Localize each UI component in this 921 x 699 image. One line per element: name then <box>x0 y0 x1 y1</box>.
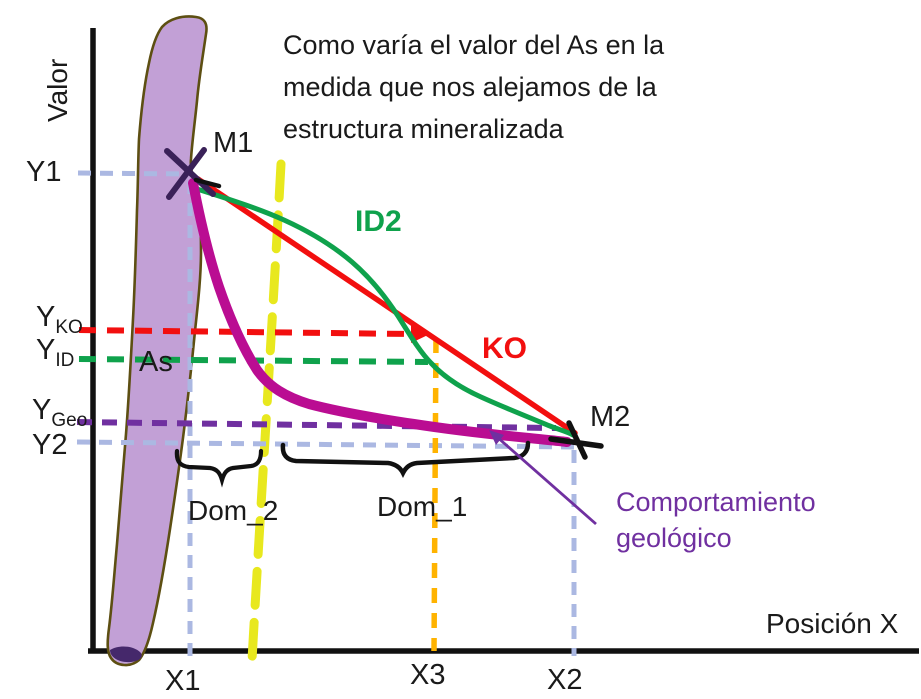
dom1-brace <box>280 440 531 479</box>
geologic-behaviour-curve <box>188 178 572 447</box>
x1-tick-label: X1 <box>165 665 201 697</box>
ygeo-tick-label: YGeo <box>32 394 87 431</box>
geologic-behaviour-label-line2: geológico <box>616 523 732 553</box>
ko-curve-label: KO <box>482 332 527 365</box>
geologic-annotation-arrow-line <box>496 435 597 526</box>
chart-title-line2: medida que nos alejamos de la <box>283 72 657 102</box>
yid-base: Y <box>36 334 56 366</box>
domain-boundary-yellow-line <box>247 159 286 665</box>
chart-title: Como varía el valor del As en la medida … <box>283 24 664 150</box>
geologic-behaviour-label-line1: Comportamiento <box>616 487 816 517</box>
mineral-as-label: As <box>139 346 173 378</box>
ygeo-dashed-line <box>76 419 557 431</box>
x3-guide-line <box>431 337 439 652</box>
id2-curve <box>194 186 576 438</box>
yko-subscript: KO <box>55 317 83 338</box>
m2-cross-mark-arm <box>548 436 604 449</box>
y1-tick-label: Y1 <box>26 156 62 188</box>
m1-cross-mark-arm <box>166 147 207 200</box>
geologic-behaviour-label: Comportamiento geológico <box>616 484 816 556</box>
ygeo-subscript: Geo <box>51 410 88 431</box>
y-axis-title: Valor <box>42 58 73 122</box>
dom1-region-label: Dom_1 <box>377 491 468 522</box>
chart-title-line3: estructura mineralizada <box>283 114 564 144</box>
yko-dashed-line <box>78 327 413 337</box>
m1-label: M1 <box>213 127 254 159</box>
ygeo-base: Y <box>32 394 52 426</box>
dom2-region-label: Dom_2 <box>188 495 279 526</box>
dom2-brace <box>174 448 264 488</box>
geologic-annotation-arrowhead <box>489 430 504 445</box>
ko-curve <box>195 176 578 436</box>
yko-tick-label: YKO <box>36 301 83 338</box>
blob-base-dark-patch <box>110 646 142 663</box>
yko-base: Y <box>36 301 56 333</box>
y2-tick-label: Y2 <box>32 429 68 461</box>
m2-label: M2 <box>590 401 631 433</box>
yid-subscript: ID <box>55 350 75 371</box>
chart-title-line1: Como varía el valor del As en la <box>283 30 665 60</box>
y1-guide-line <box>77 170 188 177</box>
x3-tick-label: X3 <box>410 659 446 691</box>
y2-guide-line <box>76 439 575 450</box>
x-axis-title: Posición X <box>766 608 899 639</box>
id2-curve-label: ID2 <box>355 205 402 238</box>
m1-tick <box>193 177 222 189</box>
x2-tick-label: X2 <box>547 664 583 696</box>
yid-tick-label: YID <box>36 334 74 371</box>
